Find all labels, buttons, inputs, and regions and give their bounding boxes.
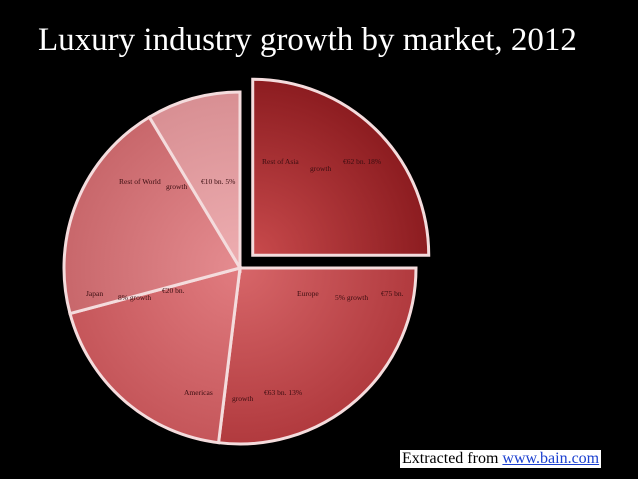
slice-label-europe: 5% growth: [335, 293, 368, 302]
slice-label-rest-of-world: €10 bn. 5%: [201, 177, 235, 186]
pie-slice-japan: [62, 115, 243, 316]
slice-label-japan: €20 bn.: [162, 286, 185, 295]
slice-label-americas: Americas: [184, 388, 213, 397]
slice-label-rest-of-asia: Rest of Asia: [262, 157, 299, 166]
slice-label-rest-of-world: Rest of World: [119, 177, 161, 186]
pie-slice-rest-of-world: [147, 90, 242, 274]
slice-label-rest-of-world: growth: [166, 182, 187, 191]
slice-label-rest-of-asia: €62 bn. 18%: [343, 157, 381, 166]
slice-label-japan: Japan: [86, 289, 103, 298]
chart-title: Luxury industry growth by market, 2012: [38, 22, 577, 58]
source-credit: Extracted from www.bain.com: [400, 450, 602, 468]
slice-label-americas: growth: [232, 394, 253, 403]
slice-label-japan: 8% growth: [118, 293, 151, 302]
slice-label-europe: Europe: [297, 289, 319, 298]
credit-prefix: Extracted from: [402, 450, 503, 467]
slice-label-americas: €63 bn. 13%: [264, 388, 302, 397]
pie-slice-europe: [216, 266, 418, 446]
pie-slice-americas: [68, 265, 242, 445]
slice-label-europe: €75 bn.: [381, 289, 404, 298]
source-link[interactable]: www.bain.com: [502, 450, 600, 467]
pie-slice-rest-of-asia: [251, 77, 431, 257]
slice-label-rest-of-asia: growth: [310, 164, 331, 173]
